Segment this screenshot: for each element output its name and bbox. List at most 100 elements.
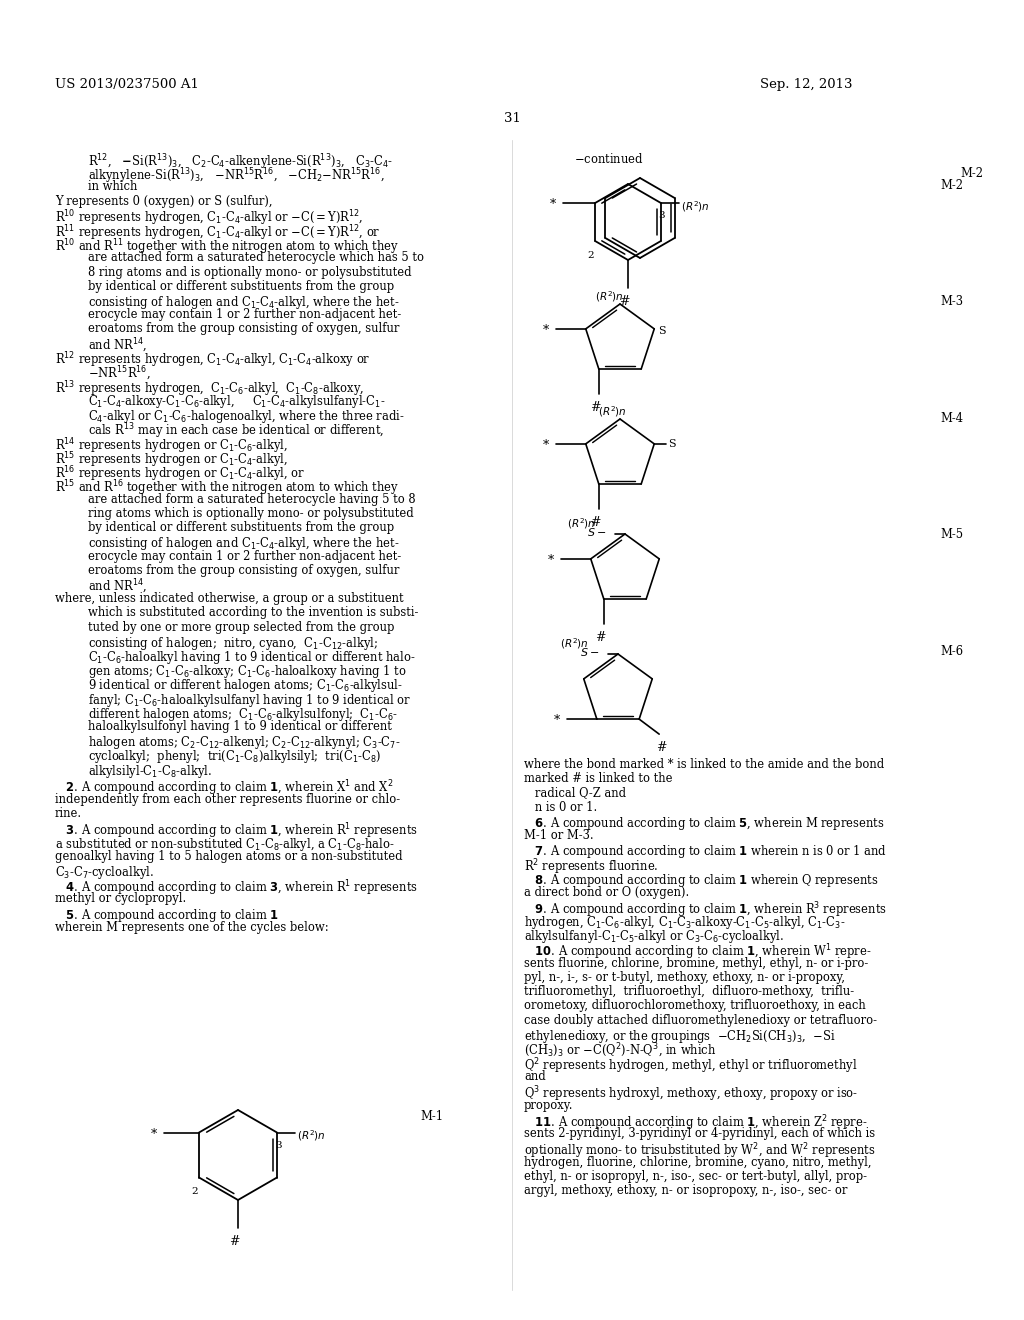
Text: which is substituted according to the invention is substi-: which is substituted according to the in… (88, 606, 419, 619)
Text: marked # is linked to the: marked # is linked to the (524, 772, 673, 785)
Text: $\mathbf{2}$. A compound according to claim $\mathbf{1}$, wherein X$^1$ and X$^2: $\mathbf{2}$. A compound according to cl… (55, 779, 393, 799)
Text: erocycle may contain 1 or 2 further non-adjacent het-: erocycle may contain 1 or 2 further non-… (88, 549, 401, 562)
Text: rine.: rine. (55, 808, 82, 820)
Text: haloalkylsulfonyl having 1 to 9 identical or different: haloalkylsulfonyl having 1 to 9 identica… (88, 719, 392, 733)
Text: ring atoms which is optionally mono- or polysubstituted: ring atoms which is optionally mono- or … (88, 507, 414, 520)
Text: R$^{10}$ and R$^{11}$ together with the nitrogen atom to which they: R$^{10}$ and R$^{11}$ together with the … (55, 238, 399, 257)
Text: Sep. 12, 2013: Sep. 12, 2013 (760, 78, 853, 91)
Text: $\mathbf{3}$. A compound according to claim $\mathbf{1}$, wherein R$^1$ represen: $\mathbf{3}$. A compound according to cl… (55, 821, 418, 841)
Text: in which: in which (88, 181, 137, 194)
Text: erocycle may contain 1 or 2 further non-adjacent het-: erocycle may contain 1 or 2 further non-… (88, 308, 401, 321)
Text: $\mathbf{6}$. A compound according to claim $\mathbf{5}$, wherein M represents: $\mathbf{6}$. A compound according to cl… (524, 814, 885, 832)
Text: ethylenedioxy, or the groupings  $-$CH$_2$Si(CH$_3$)$_3$,  $-$Si: ethylenedioxy, or the groupings $-$CH$_2… (524, 1028, 836, 1045)
Text: sents 2-pyridinyl, 3-pyridinyl or 4-pyridinyl, each of which is: sents 2-pyridinyl, 3-pyridinyl or 4-pyri… (524, 1127, 876, 1140)
Text: and: and (524, 1071, 546, 1084)
Text: a substituted or non-substituted C$_1$-C$_8$-alkyl, a C$_1$-C$_8$-halo-: a substituted or non-substituted C$_1$-C… (55, 836, 394, 853)
Text: consisting of halogen and C$_1$-C$_4$-alkyl, where the het-: consisting of halogen and C$_1$-C$_4$-al… (88, 294, 399, 312)
Text: alkynylene-Si(R$^{13}$)$_3$,   $-$NR$^{15}$R$^{16}$,   $-$CH$_2$$-$NR$^{15}$R$^{: alkynylene-Si(R$^{13}$)$_3$, $-$NR$^{15}… (88, 166, 385, 186)
Text: $\mathbf{8}$. A compound according to claim $\mathbf{1}$ wherein Q represents: $\mathbf{8}$. A compound according to cl… (524, 871, 879, 888)
Text: C$_3$-C$_7$-cycloalkyl.: C$_3$-C$_7$-cycloalkyl. (55, 865, 154, 880)
Text: R$^{15}$ represents hydrogen or C$_1$-C$_4$-alkyl,: R$^{15}$ represents hydrogen or C$_1$-C$… (55, 450, 288, 470)
Text: n is 0 or 1.: n is 0 or 1. (524, 801, 597, 813)
Text: *: * (550, 198, 556, 211)
Text: halogen atoms; C$_2$-C$_{12}$-alkenyl; C$_2$-C$_{12}$-alkynyl; C$_3$-C$_7$-: halogen atoms; C$_2$-C$_{12}$-alkenyl; C… (88, 734, 400, 751)
Text: M-3: M-3 (940, 294, 963, 308)
Text: $(R^2)n$: $(R^2)n$ (681, 199, 710, 214)
Text: where the bond marked * is linked to the amide and the bond: where the bond marked * is linked to the… (524, 758, 885, 771)
Text: alkylsilyl-C$_1$-C$_8$-alkyl.: alkylsilyl-C$_1$-C$_8$-alkyl. (88, 763, 212, 780)
Text: 2: 2 (587, 251, 594, 260)
Text: case doubly attached difluoromethylenedioxy or tetrafluoro-: case doubly attached difluoromethylenedi… (524, 1014, 877, 1027)
Text: $(R^2)n$: $(R^2)n$ (598, 404, 627, 418)
Text: $\mathbf{5}$. A compound according to claim $\mathbf{1}$: $\mathbf{5}$. A compound according to cl… (55, 907, 279, 924)
Text: independently from each other represents fluorine or chlo-: independently from each other represents… (55, 793, 400, 807)
Text: radical Q-Z and: radical Q-Z and (524, 787, 626, 800)
Text: 8 ring atoms and is optionally mono- or polysubstituted: 8 ring atoms and is optionally mono- or … (88, 265, 412, 279)
Text: M-6: M-6 (940, 645, 963, 657)
Text: are attached form a saturated heterocycle which has 5 to: are attached form a saturated heterocycl… (88, 251, 424, 264)
Text: #: # (228, 1236, 240, 1247)
Text: $(R^2)n$: $(R^2)n$ (567, 516, 596, 531)
Text: hydrogen, fluorine, chlorine, bromine, cyano, nitro, methyl,: hydrogen, fluorine, chlorine, bromine, c… (524, 1155, 871, 1168)
Text: #: # (595, 631, 605, 644)
Text: 2: 2 (191, 1188, 198, 1196)
Text: wherein M represents one of the cycles below:: wherein M represents one of the cycles b… (55, 921, 329, 933)
Text: Q$^2$ represents hydrogen, methyl, ethyl or trifluoromethyl: Q$^2$ represents hydrogen, methyl, ethyl… (524, 1056, 857, 1076)
Text: alkylsulfanyl-C$_1$-C$_5$-alkyl or C$_3$-C$_6$-cycloalkyl.: alkylsulfanyl-C$_1$-C$_5$-alkyl or C$_3$… (524, 928, 784, 945)
Text: M-1 or M-3.: M-1 or M-3. (524, 829, 594, 842)
Text: R$^2$ represents fluorine.: R$^2$ represents fluorine. (524, 858, 658, 876)
Text: *: * (548, 554, 554, 566)
Text: *: * (543, 323, 549, 337)
Text: 3: 3 (275, 1140, 282, 1150)
Text: cycloalkyl;  phenyl;  tri(C$_1$-C$_8$)alkylsilyl;  tri(C$_1$-C$_8$): cycloalkyl; phenyl; tri(C$_1$-C$_8$)alky… (88, 748, 382, 766)
Text: are attached form a saturated heterocycle having 5 to 8: are attached form a saturated heterocycl… (88, 492, 416, 506)
Text: argyl, methoxy, ethoxy, n- or isopropoxy, n-, iso-, sec- or: argyl, methoxy, ethoxy, n- or isopropoxy… (524, 1184, 848, 1197)
Text: sents fluorine, chlorine, bromine, methyl, ethyl, n- or i-pro-: sents fluorine, chlorine, bromine, methy… (524, 957, 868, 970)
Text: *: * (543, 438, 549, 451)
Text: M-1: M-1 (420, 1110, 443, 1123)
Text: $\mathbf{10}$. A compound according to claim $\mathbf{1}$, wherein W$^1$ repre-: $\mathbf{10}$. A compound according to c… (524, 942, 871, 962)
Text: #: # (590, 401, 600, 414)
Text: S: S (658, 326, 666, 335)
Text: Y represents 0 (oxygen) or S (sulfur),: Y represents 0 (oxygen) or S (sulfur), (55, 194, 272, 207)
Text: 3: 3 (657, 211, 665, 220)
Text: M-4: M-4 (940, 412, 963, 425)
Text: *: * (554, 714, 560, 727)
Text: 31: 31 (504, 112, 520, 125)
Text: by identical or different substituents from the group: by identical or different substituents f… (88, 521, 394, 535)
Text: R$^{12}$ represents hydrogen, C$_1$-C$_4$-alkyl, C$_1$-C$_4$-alkoxy or: R$^{12}$ represents hydrogen, C$_1$-C$_4… (55, 351, 371, 371)
Text: eroatoms from the group consisting of oxygen, sulfur: eroatoms from the group consisting of ox… (88, 564, 399, 577)
Text: R$^{15}$ and R$^{16}$ together with the nitrogen atom to which they: R$^{15}$ and R$^{16}$ together with the … (55, 479, 399, 498)
Text: Q$^3$ represents hydroxyl, methoxy, ethoxy, propoxy or iso-: Q$^3$ represents hydroxyl, methoxy, etho… (524, 1085, 858, 1105)
Text: US 2013/0237500 A1: US 2013/0237500 A1 (55, 78, 199, 91)
Text: M-2: M-2 (961, 168, 983, 180)
Text: genoalkyl having 1 to 5 halogen atoms or a non-substituted: genoalkyl having 1 to 5 halogen atoms or… (55, 850, 402, 863)
Text: trifluoromethyl,  trifluoroethyl,  difluoro-methoxy,  triflu-: trifluoromethyl, trifluoroethyl, difluor… (524, 985, 854, 998)
Text: R$^{11}$ represents hydrogen, C$_1$-C$_4$-alkyl or $-$C($=$Y)R$^{12}$, or: R$^{11}$ represents hydrogen, C$_1$-C$_4… (55, 223, 381, 243)
Text: $-$continued: $-$continued (574, 152, 643, 166)
Text: #: # (656, 741, 667, 754)
Text: R$^{12}$,   $\mathbf{-}$Si(R$^{13}$)$_3$,   C$_2$-C$_4$-alkenylene-Si(R$^{13}$)$: R$^{12}$, $\mathbf{-}$Si(R$^{13}$)$_3$, … (88, 152, 393, 172)
Text: *: * (151, 1127, 157, 1140)
Text: R$^{13}$ represents hydrogen,  C$_1$-C$_6$-alkyl,  C$_1$-C$_8$-alkoxy,: R$^{13}$ represents hydrogen, C$_1$-C$_6… (55, 379, 365, 399)
Text: (CH$_3$)$_3$ or $-$C(Q$^2$)-N-Q$^3$, in which: (CH$_3$)$_3$ or $-$C(Q$^2$)-N-Q$^3$, in … (524, 1041, 717, 1060)
Text: pyl, n-, i-, s- or t-butyl, methoxy, ethoxy, n- or i-propoxy,: pyl, n-, i-, s- or t-butyl, methoxy, eth… (524, 972, 845, 983)
Text: optionally mono- to trisubstituted by W$^2$, and W$^2$ represents: optionally mono- to trisubstituted by W$… (524, 1142, 876, 1162)
Text: C$_1$-C$_4$-alkoxy-C$_1$-C$_6$-alkyl,     C$_1$-C$_4$-alkylsulfanyl-C$_1$-: C$_1$-C$_4$-alkoxy-C$_1$-C$_6$-alkyl, C$… (88, 393, 386, 411)
Text: orometoxy, difluorochloromethoxy, trifluoroethoxy, in each: orometoxy, difluorochloromethoxy, triflu… (524, 999, 865, 1012)
Text: S: S (669, 438, 676, 449)
Text: C$_1$-C$_6$-haloalkyl having 1 to 9 identical or different halo-: C$_1$-C$_6$-haloalkyl having 1 to 9 iden… (88, 649, 416, 667)
Text: R$^{10}$ represents hydrogen, C$_1$-C$_4$-alkyl or $-$C($=$Y)R$^{12}$,: R$^{10}$ represents hydrogen, C$_1$-C$_4… (55, 209, 364, 228)
Text: R$^{14}$ represents hydrogen or C$_1$-C$_6$-alkyl,: R$^{14}$ represents hydrogen or C$_1$-C$… (55, 436, 288, 455)
Text: $(R^2)n$: $(R^2)n$ (595, 289, 624, 304)
Text: by identical or different substituents from the group: by identical or different substituents f… (88, 280, 394, 293)
Text: $(R^2)n$: $(R^2)n$ (560, 636, 589, 651)
Text: $\mathbf{4}$. A compound according to claim $\mathbf{3}$, wherein R$^1$ represen: $\mathbf{4}$. A compound according to cl… (55, 878, 418, 898)
Text: consisting of halogen;  nitro, cyano,  C$_1$-C$_{12}$-alkyl;: consisting of halogen; nitro, cyano, C$_… (88, 635, 378, 652)
Text: C$_4$-alkyl or C$_1$-C$_6$-halogenoalkyl, where the three radi-: C$_4$-alkyl or C$_1$-C$_6$-halogenoalkyl… (88, 408, 404, 425)
Text: methyl or cyclopropyl.: methyl or cyclopropyl. (55, 892, 186, 906)
Text: $S-$: $S-$ (587, 525, 606, 539)
Text: $(R^2)n$: $(R^2)n$ (297, 1129, 326, 1143)
Text: and NR$^{14}$,: and NR$^{14}$, (88, 578, 147, 597)
Text: tuted by one or more group selected from the group: tuted by one or more group selected from… (88, 620, 394, 634)
